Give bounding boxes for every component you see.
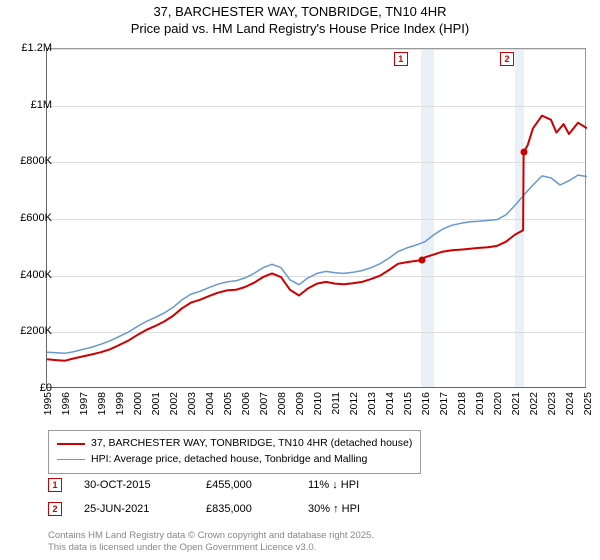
sale-dot-1 bbox=[418, 257, 425, 264]
footer-line-2: This data is licensed under the Open Gov… bbox=[48, 542, 374, 554]
xtick-label: 2025 bbox=[582, 392, 594, 415]
sale-marker-1: 1 bbox=[48, 478, 62, 492]
xtick-label: 2004 bbox=[204, 392, 216, 415]
xtick-label: 2020 bbox=[492, 392, 504, 415]
legend-swatch-hpi bbox=[57, 459, 85, 460]
sale-row-1: 1 30-OCT-2015 £455,000 11% ↓ HPI bbox=[48, 478, 398, 492]
sale-date-1: 30-OCT-2015 bbox=[84, 479, 184, 491]
xtick-label: 2021 bbox=[510, 392, 522, 415]
xtick-label: 2023 bbox=[546, 392, 558, 415]
ytick-label: £1M bbox=[6, 99, 52, 111]
xtick-label: 1995 bbox=[42, 392, 54, 415]
chart-svg bbox=[47, 49, 587, 389]
series-hpi bbox=[47, 175, 587, 353]
footer-attribution: Contains HM Land Registry data © Crown c… bbox=[48, 530, 374, 554]
sale-date-2: 25-JUN-2021 bbox=[84, 503, 184, 515]
xtick-label: 2000 bbox=[132, 392, 144, 415]
sale-price-1: £455,000 bbox=[206, 479, 286, 491]
xtick-label: 1996 bbox=[60, 392, 72, 415]
xtick-label: 1999 bbox=[114, 392, 126, 415]
series-price_paid bbox=[47, 116, 587, 361]
ytick-label: £600K bbox=[6, 212, 52, 224]
ytick-label: £400K bbox=[6, 269, 52, 281]
xtick-label: 2008 bbox=[276, 392, 288, 415]
xtick-label: 2003 bbox=[186, 392, 198, 415]
sale-dot-2 bbox=[520, 149, 527, 156]
title-line-1: 37, BARCHESTER WAY, TONBRIDGE, TN10 4HR bbox=[0, 4, 600, 21]
xtick-label: 2024 bbox=[564, 392, 576, 415]
xtick-label: 1998 bbox=[96, 392, 108, 415]
footer-line-1: Contains HM Land Registry data © Crown c… bbox=[48, 530, 374, 542]
xtick-label: 2005 bbox=[222, 392, 234, 415]
legend-label-price-paid: 37, BARCHESTER WAY, TONBRIDGE, TN10 4HR … bbox=[91, 436, 412, 452]
ytick-label: £1.2M bbox=[6, 42, 52, 54]
xtick-label: 2011 bbox=[330, 392, 342, 415]
xtick-label: 1997 bbox=[78, 392, 90, 415]
xtick-label: 2007 bbox=[258, 392, 270, 415]
ytick-label: £800K bbox=[6, 155, 52, 167]
xtick-label: 2006 bbox=[240, 392, 252, 415]
title-block: 37, BARCHESTER WAY, TONBRIDGE, TN10 4HR … bbox=[0, 0, 600, 40]
chart-plot-area bbox=[46, 48, 586, 388]
ytick-label: £200K bbox=[6, 325, 52, 337]
xtick-label: 2012 bbox=[348, 392, 360, 415]
legend-item-hpi: HPI: Average price, detached house, Tonb… bbox=[57, 452, 412, 468]
xtick-label: 2015 bbox=[402, 392, 414, 415]
sale-price-2: £835,000 bbox=[206, 503, 286, 515]
legend-label-hpi: HPI: Average price, detached house, Tonb… bbox=[91, 452, 367, 468]
xtick-label: 2001 bbox=[150, 392, 162, 415]
xtick-label: 2018 bbox=[456, 392, 468, 415]
title-line-2: Price paid vs. HM Land Registry's House … bbox=[0, 21, 600, 38]
xtick-label: 2013 bbox=[366, 392, 378, 415]
legend-swatch-price-paid bbox=[57, 443, 85, 445]
chart-container: 37, BARCHESTER WAY, TONBRIDGE, TN10 4HR … bbox=[0, 0, 600, 560]
xtick-label: 2017 bbox=[438, 392, 450, 415]
xtick-label: 2010 bbox=[312, 392, 324, 415]
xtick-label: 2009 bbox=[294, 392, 306, 415]
sale-callout-2: 2 bbox=[500, 52, 514, 66]
sale-diff-2: 30% ↑ HPI bbox=[308, 503, 398, 515]
xtick-label: 2014 bbox=[384, 392, 396, 415]
legend-box: 37, BARCHESTER WAY, TONBRIDGE, TN10 4HR … bbox=[48, 430, 421, 474]
xtick-label: 2019 bbox=[474, 392, 486, 415]
sale-callout-1: 1 bbox=[394, 52, 408, 66]
xtick-label: 2002 bbox=[168, 392, 180, 415]
xtick-label: 2016 bbox=[420, 392, 432, 415]
xtick-label: 2022 bbox=[528, 392, 540, 415]
sale-marker-2: 2 bbox=[48, 502, 62, 516]
sale-row-2: 2 25-JUN-2021 £835,000 30% ↑ HPI bbox=[48, 502, 398, 516]
legend-item-price-paid: 37, BARCHESTER WAY, TONBRIDGE, TN10 4HR … bbox=[57, 436, 412, 452]
sale-diff-1: 11% ↓ HPI bbox=[308, 479, 398, 491]
